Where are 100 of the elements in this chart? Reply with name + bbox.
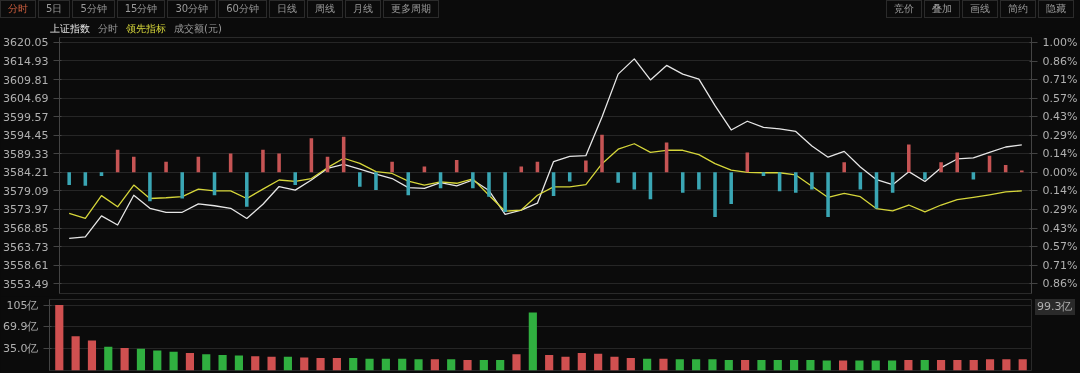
bar	[1002, 359, 1011, 371]
bar	[55, 305, 64, 371]
y2-tick-label: 0.00%	[1042, 165, 1078, 179]
bar	[643, 358, 652, 371]
bar	[675, 359, 684, 371]
y-tick-label: 3594.45	[3, 129, 49, 143]
text: 分时	[0, 0, 36, 19]
y-tick-label: 3584.21	[3, 166, 49, 180]
bar	[234, 355, 243, 371]
bar	[316, 358, 325, 371]
bar	[349, 358, 358, 371]
bar	[164, 161, 168, 173]
bar	[390, 161, 394, 173]
bar	[185, 353, 195, 371]
bar	[153, 350, 162, 371]
bar	[300, 357, 309, 371]
bar	[790, 359, 799, 371]
line-series	[68, 58, 1023, 240]
bar	[267, 356, 276, 371]
y2-tick-label: 0.43%	[1042, 110, 1078, 124]
bar	[923, 172, 927, 180]
bar	[218, 354, 227, 371]
bar	[697, 172, 701, 190]
text: 周线	[306, 0, 343, 19]
bar	[955, 152, 959, 173]
y-tick-label: 69.9亿	[3, 320, 39, 334]
y-tick-label: 3609.81	[3, 73, 49, 87]
text: 15分钟	[116, 0, 166, 19]
bar	[261, 149, 265, 173]
bar	[904, 359, 913, 371]
bar	[277, 153, 281, 173]
bar	[600, 134, 604, 173]
bar	[842, 162, 846, 173]
bar	[148, 172, 152, 202]
bar	[202, 354, 211, 371]
bar	[584, 160, 588, 173]
y2-tick-label: 1.00%	[1042, 35, 1078, 49]
y2-tick-label: 0.57%	[1042, 240, 1078, 254]
bar	[169, 351, 178, 371]
y-tick-label: 3620.05	[3, 36, 49, 50]
text: 月线	[344, 0, 381, 19]
bar	[920, 359, 929, 371]
y2-tick-label: 0.14%	[1042, 147, 1078, 161]
text: 日线	[268, 0, 305, 19]
bar	[398, 358, 407, 371]
text: 简约	[1000, 0, 1036, 19]
y2-tick-label: 0.71%	[1042, 73, 1078, 87]
bar	[936, 359, 946, 371]
bar	[545, 354, 554, 371]
bar	[245, 172, 249, 207]
bar	[463, 359, 472, 371]
text: 上证指数	[50, 23, 90, 34]
bar	[626, 358, 635, 371]
bar	[741, 359, 750, 371]
bar	[761, 172, 766, 176]
y-tick-label: 105亿	[6, 298, 39, 312]
text: 99.3亿	[1035, 299, 1075, 315]
bar	[479, 359, 488, 371]
y-tick-label: 3589.33	[3, 147, 49, 161]
bar	[293, 172, 298, 186]
bar	[659, 358, 668, 371]
line-series	[68, 143, 1023, 220]
bar	[99, 172, 104, 176]
bar	[332, 358, 341, 371]
bar	[104, 346, 113, 371]
bar	[616, 172, 620, 183]
y-tick-label: 3568.85	[3, 222, 49, 236]
y2-tick-label: 0.29%	[1042, 203, 1078, 217]
text: 叠加	[924, 0, 960, 19]
text: 领先指标	[126, 23, 166, 34]
bar	[757, 359, 766, 371]
bar	[969, 359, 978, 371]
bar	[528, 312, 537, 371]
bar	[810, 172, 814, 190]
bar	[1018, 359, 1027, 371]
bar	[251, 356, 260, 371]
y2-tick-label: 0.57%	[1042, 91, 1078, 105]
bar	[132, 156, 136, 173]
text: 成交额(元)	[174, 23, 222, 34]
y-tick-label: 35.0亿	[3, 342, 39, 356]
bar	[136, 348, 146, 371]
bar	[561, 356, 570, 371]
bar	[713, 172, 717, 217]
bar	[708, 359, 717, 371]
bar	[471, 172, 475, 189]
bar	[953, 359, 962, 371]
bar	[496, 359, 505, 371]
bar	[414, 359, 423, 371]
bar	[610, 356, 619, 371]
y-tick-label: 3614.93	[3, 54, 49, 68]
text: 画线	[962, 0, 998, 19]
y-tick-label: 3604.69	[3, 92, 49, 106]
text: 60分钟	[218, 0, 267, 19]
text: 5分钟	[72, 0, 115, 19]
y2-tick-label: 0.86%	[1042, 54, 1078, 68]
bar	[487, 172, 491, 197]
y-tick-label: 3599.57	[3, 110, 49, 124]
bar	[120, 348, 129, 371]
bar	[67, 172, 71, 186]
bar	[806, 359, 815, 371]
